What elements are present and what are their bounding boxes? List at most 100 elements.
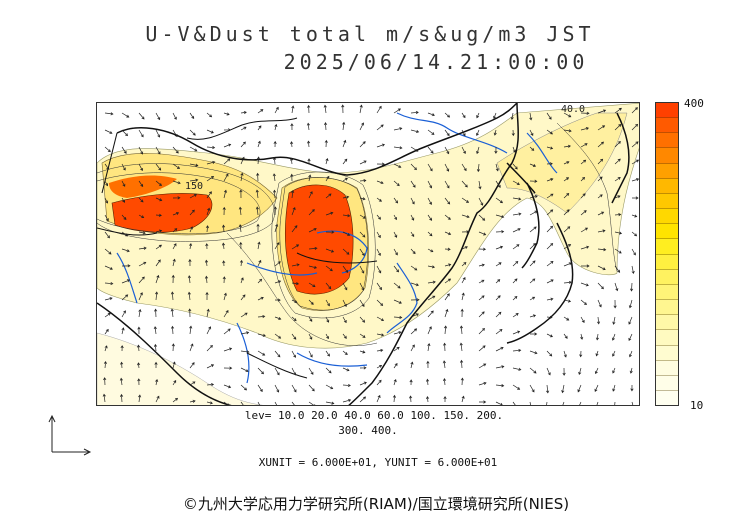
wind-arrow	[138, 180, 144, 187]
wind-arrow	[240, 156, 245, 165]
wind-arrow	[325, 211, 334, 216]
wind-arrow	[595, 333, 600, 341]
wind-arrow	[563, 333, 568, 339]
colorbar-segment	[656, 163, 678, 179]
wind-arrow	[274, 123, 278, 131]
wind-arrow	[307, 158, 311, 165]
wind-arrow	[189, 178, 199, 182]
wind-arrow	[104, 265, 113, 270]
wind-arrow	[223, 309, 229, 318]
wind-arrow	[171, 274, 175, 284]
wind-arrow	[291, 282, 300, 286]
wind-arrow	[580, 176, 586, 182]
wind-arrow	[221, 224, 226, 233]
wind-arrow	[376, 180, 384, 185]
wind-arrow	[443, 325, 448, 335]
wind-arrow	[359, 381, 367, 386]
wind-arrow	[325, 350, 330, 357]
wind-arrow	[206, 326, 212, 335]
wind-arrow	[529, 112, 533, 121]
wind-arrow	[121, 197, 126, 203]
wind-arrow	[205, 243, 209, 250]
wind-arrow	[257, 140, 261, 148]
wind-arrow	[410, 328, 418, 335]
wind-arrow	[307, 104, 311, 114]
wind-arrow	[240, 141, 246, 148]
wind-arrow	[393, 214, 397, 221]
wind-arrow	[512, 295, 518, 301]
colorbar	[655, 102, 679, 406]
wind-arrow	[342, 282, 348, 291]
wind-arrow	[240, 277, 244, 284]
wind-arrow	[546, 297, 554, 301]
wind-arrow	[563, 177, 570, 182]
wind-arrow	[308, 350, 313, 358]
wind-arrow	[512, 313, 519, 318]
wind-arrow	[325, 248, 335, 253]
wind-arrow	[325, 316, 330, 323]
wind-arrow	[291, 207, 296, 216]
wind-arrow	[342, 248, 350, 255]
wind-arrow	[410, 197, 415, 205]
wind-arrow	[274, 384, 280, 393]
wind-arrow	[137, 326, 141, 335]
wind-arrow	[104, 112, 114, 116]
wind-arrow	[342, 398, 352, 403]
wind-arrow	[580, 143, 588, 148]
wind-arrow	[274, 401, 278, 405]
colorbar-segment	[656, 390, 678, 406]
wind-arrow	[495, 311, 502, 318]
wind-arrow	[291, 350, 296, 358]
wind-arrow	[444, 263, 452, 267]
dust-high-region	[109, 175, 354, 295]
wind-arrow	[342, 121, 346, 131]
wind-arrow	[427, 163, 433, 172]
wind-arrow	[563, 244, 572, 250]
colorbar-segment	[656, 103, 678, 119]
wind-arrow	[274, 280, 282, 284]
wind-arrow	[188, 308, 192, 318]
wind-arrow	[240, 110, 247, 115]
wind-arrow	[206, 191, 212, 199]
wind-arrow	[257, 259, 262, 267]
wind-arrow	[121, 112, 130, 118]
wind-arrow	[376, 282, 382, 291]
wind-arrow	[341, 104, 345, 114]
wind-arrow	[104, 281, 114, 286]
wind-arrow	[529, 401, 531, 405]
wind-arrow	[427, 231, 433, 237]
wind-arrow	[138, 129, 144, 138]
wind-arrow	[274, 316, 282, 320]
wind-arrow	[189, 226, 193, 233]
wind-arrow	[104, 146, 111, 153]
wind-arrow	[189, 362, 195, 369]
wind-arrow	[206, 207, 211, 216]
wind-arrow	[546, 384, 550, 394]
wind-arrow	[427, 280, 436, 284]
wind-arrow	[614, 265, 621, 273]
wind-arrow	[577, 384, 582, 393]
wind-arrow	[614, 195, 621, 199]
wind-arrow	[155, 378, 159, 386]
wind-arrow	[529, 278, 536, 284]
wind-arrow	[631, 159, 639, 165]
wind-arrow	[461, 395, 465, 403]
wind-arrow	[274, 333, 282, 339]
wind-arrow	[427, 197, 432, 205]
wind-arrow	[478, 363, 487, 369]
wind-arrow	[494, 146, 498, 154]
wind-arrow	[461, 261, 467, 267]
wind-arrow	[359, 104, 363, 114]
wind-arrow	[597, 109, 607, 114]
wind-arrow	[308, 333, 313, 340]
wind-arrow	[137, 378, 141, 386]
wind-arrow	[461, 276, 466, 284]
wind-arrow	[546, 367, 551, 376]
wind-arrow	[273, 206, 277, 216]
wind-arrow	[563, 193, 570, 199]
wind-arrow	[614, 177, 621, 182]
wind-arrow	[325, 282, 332, 290]
wind-arrow	[325, 367, 332, 374]
wind-arrow	[206, 160, 216, 165]
wind-arrow	[104, 231, 110, 239]
